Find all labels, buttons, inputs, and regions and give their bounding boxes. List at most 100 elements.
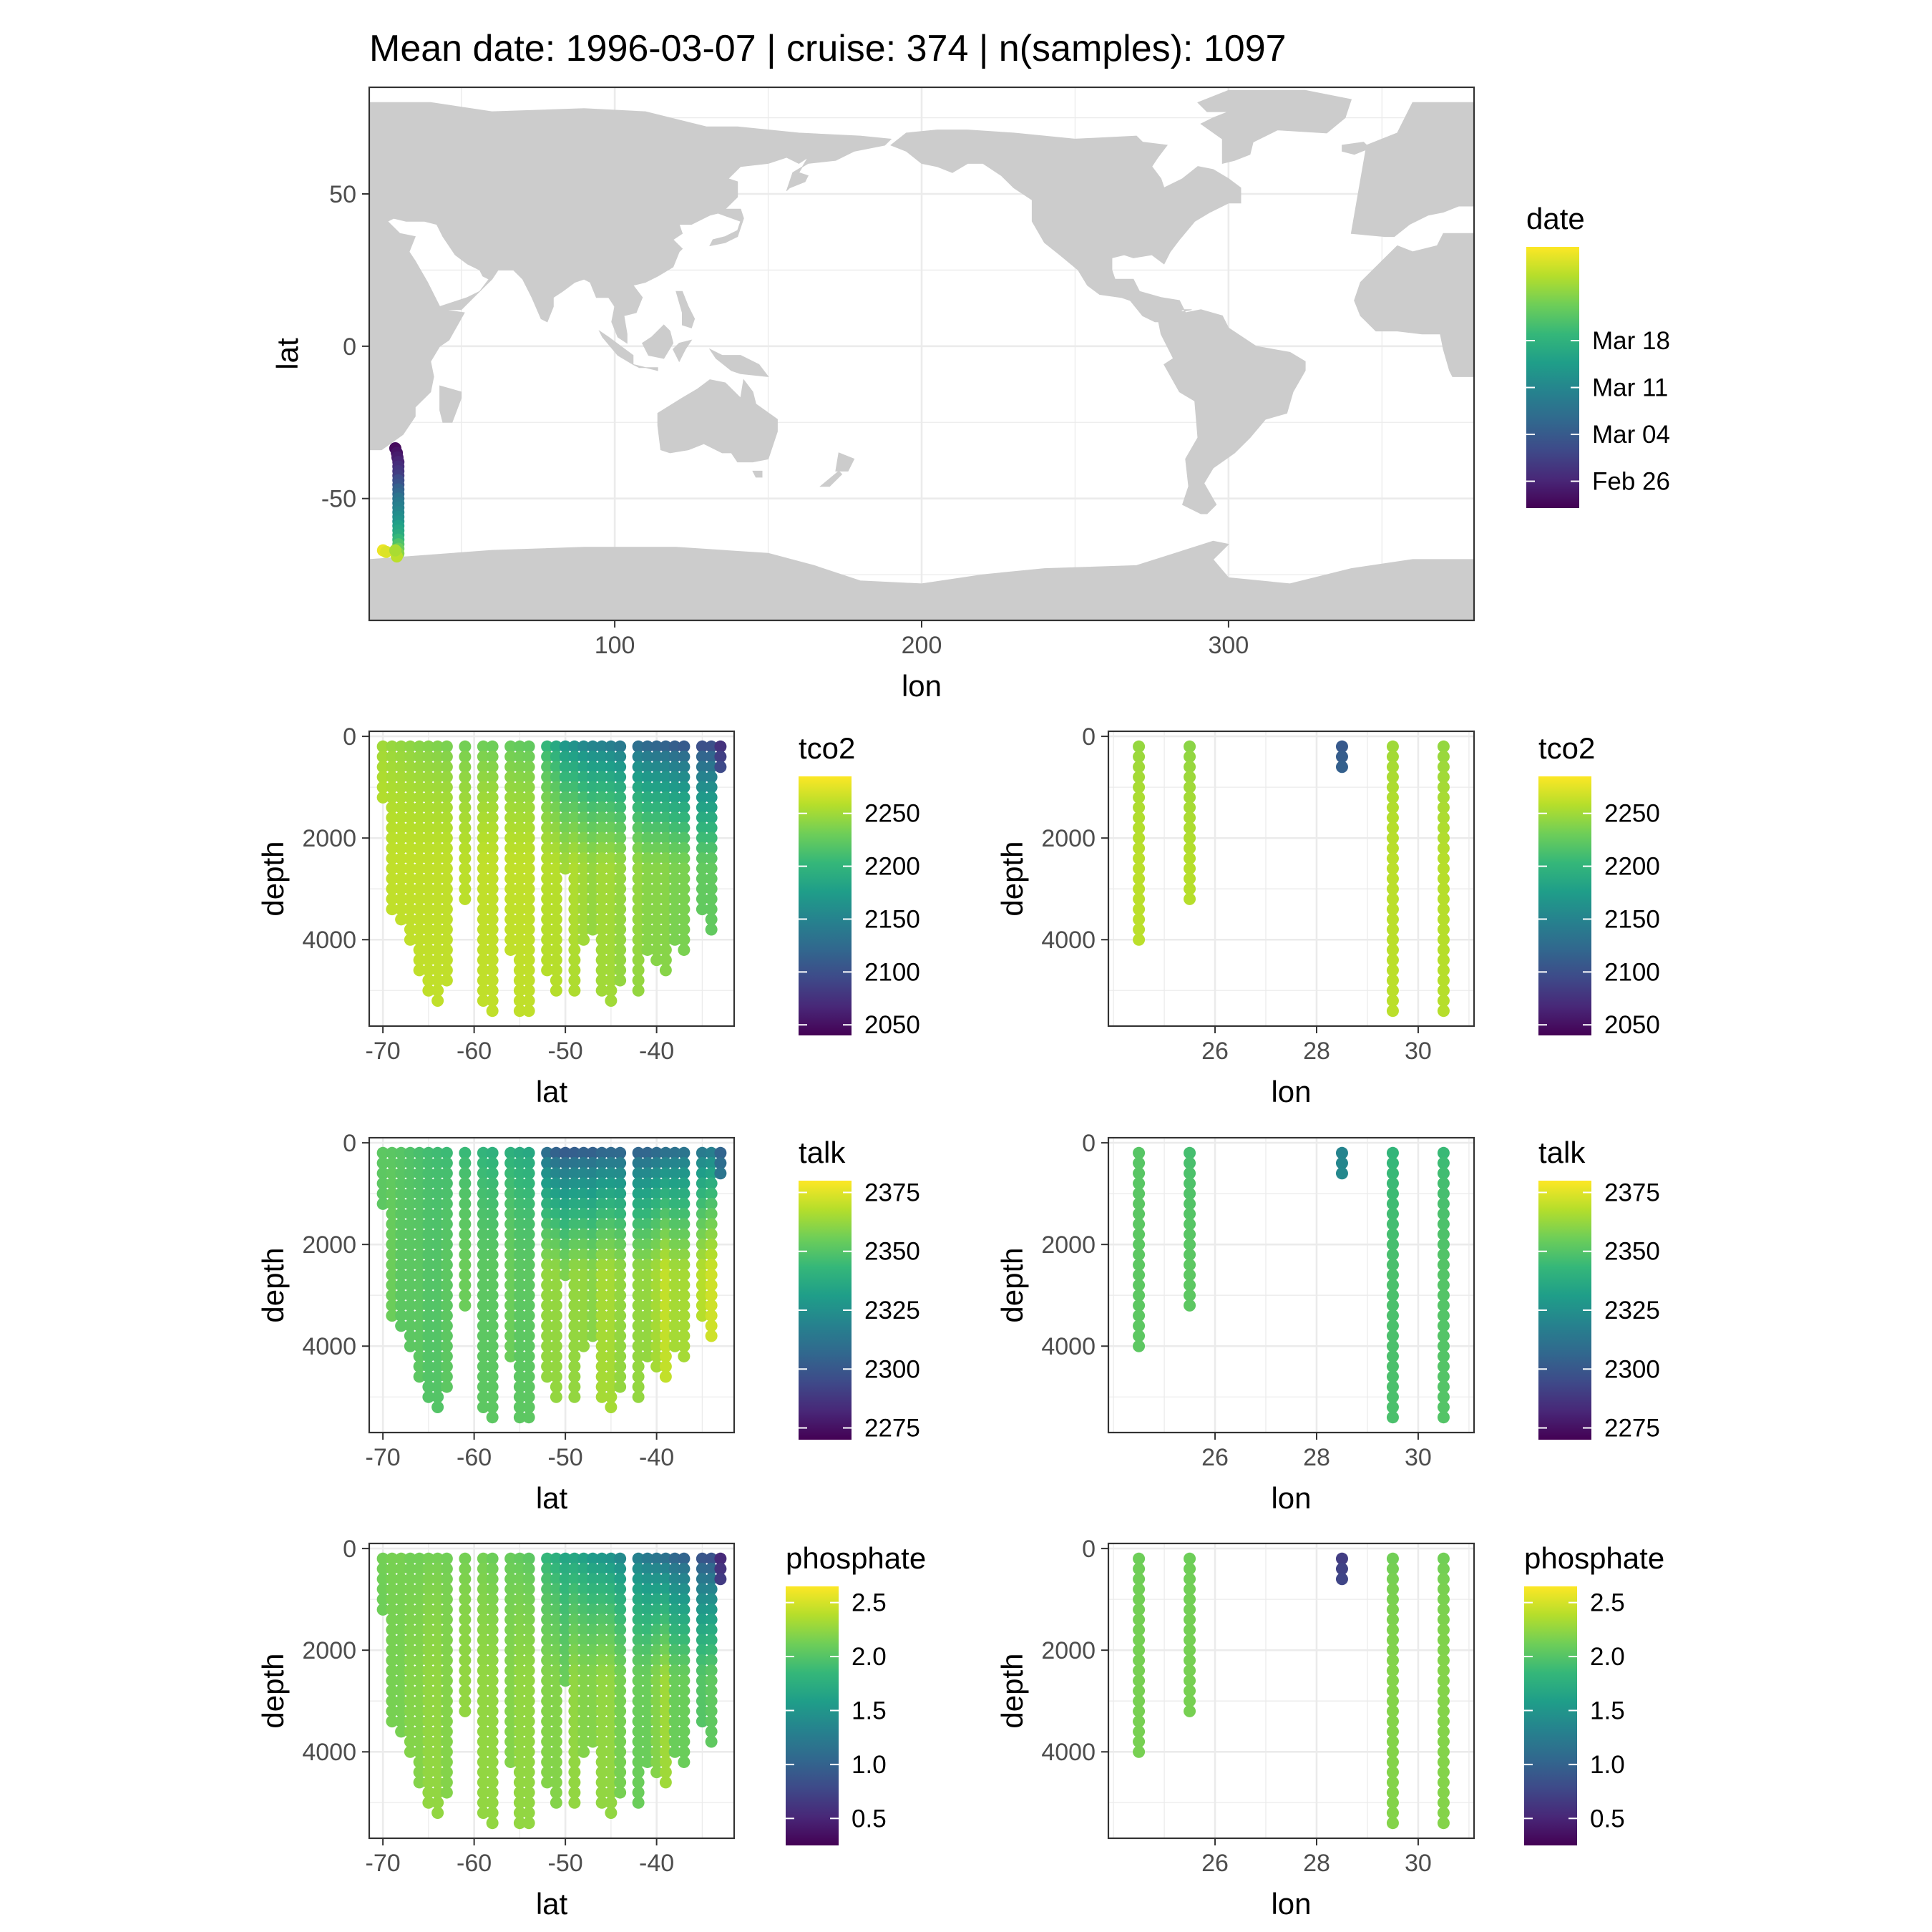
data-point	[559, 781, 572, 794]
data-point	[486, 791, 499, 804]
data-point	[650, 1289, 663, 1302]
data-point	[641, 1289, 654, 1302]
data-point	[659, 1279, 672, 1292]
data-point	[541, 1350, 554, 1362]
data-point	[486, 1380, 499, 1393]
x-tick-label: 28	[1303, 1850, 1330, 1877]
data-point	[459, 1694, 472, 1707]
data-point	[568, 1370, 581, 1383]
data-point	[395, 831, 408, 844]
data-point	[477, 1350, 489, 1362]
legend-tick-label: 2275	[864, 1415, 920, 1443]
data-point	[386, 862, 399, 875]
data-point	[513, 1735, 526, 1748]
data-point	[678, 1177, 691, 1190]
data-point	[559, 1177, 572, 1190]
data-point	[586, 1197, 599, 1210]
data-point	[413, 1146, 426, 1159]
data-point	[440, 872, 453, 885]
data-point	[440, 892, 453, 905]
data-point	[431, 1694, 444, 1707]
data-point	[605, 913, 618, 926]
data-point	[614, 964, 627, 977]
data-point	[605, 1664, 618, 1677]
data-point	[586, 1593, 599, 1606]
data-point	[395, 740, 408, 753]
data-point	[1386, 1817, 1399, 1830]
data-point	[1437, 1552, 1450, 1565]
data-point	[696, 1197, 708, 1210]
data-point	[404, 1340, 416, 1352]
data-point	[1386, 1583, 1399, 1596]
data-point	[1386, 740, 1399, 753]
data-point	[422, 1157, 435, 1170]
data-point	[477, 1745, 489, 1758]
data-point	[650, 1360, 663, 1373]
data-point	[650, 1634, 663, 1646]
data-point	[1184, 1634, 1196, 1646]
data-point	[568, 1776, 581, 1789]
data-point	[668, 852, 681, 865]
data-point	[641, 1340, 654, 1352]
data-point	[568, 1786, 581, 1799]
data-point	[714, 1167, 727, 1180]
data-point	[541, 740, 554, 753]
data-point	[1437, 923, 1450, 936]
y-tick-label: 4000	[1041, 927, 1096, 954]
data-point	[1133, 841, 1146, 854]
data-point	[641, 1725, 654, 1738]
data-point	[559, 1674, 572, 1687]
data-point	[550, 933, 562, 946]
y-tick-label: 0	[343, 723, 356, 751]
data-point	[1133, 1299, 1146, 1312]
data-point	[1386, 862, 1399, 875]
y-axis-title: depth	[995, 841, 1029, 916]
land-polygon	[1342, 142, 1371, 155]
data-point	[559, 1573, 572, 1586]
data-point	[1133, 1694, 1146, 1707]
data-point	[614, 1380, 627, 1393]
data-point	[431, 1146, 444, 1159]
data-point	[522, 1614, 535, 1626]
data-point	[577, 1279, 590, 1292]
data-point	[395, 781, 408, 794]
data-point	[605, 1208, 618, 1221]
y-tick-label: 2000	[302, 825, 356, 852]
data-point	[577, 933, 590, 946]
data-point	[605, 791, 618, 804]
data-point	[459, 1289, 472, 1302]
data-point	[595, 761, 608, 774]
data-point	[668, 831, 681, 844]
data-point	[440, 1197, 453, 1210]
data-point	[477, 1654, 489, 1667]
data-point	[422, 882, 435, 895]
data-point	[1437, 751, 1450, 763]
data-point	[504, 1146, 517, 1159]
data-point	[522, 1390, 535, 1403]
data-point	[1437, 1684, 1450, 1697]
data-point	[678, 1735, 691, 1748]
data-point	[1386, 791, 1399, 804]
data-point	[1133, 862, 1146, 875]
data-point	[668, 771, 681, 784]
data-point	[641, 1603, 654, 1616]
data-point	[413, 751, 426, 763]
data-point	[659, 882, 672, 895]
y-tick-label: 4000	[302, 1739, 356, 1766]
data-point	[577, 1664, 590, 1677]
data-point	[404, 872, 416, 885]
data-point	[705, 1725, 718, 1738]
data-point	[504, 1177, 517, 1190]
data-point	[1437, 974, 1450, 987]
data-point	[678, 1350, 691, 1362]
data-point	[1437, 1146, 1450, 1159]
data-point	[413, 1614, 426, 1626]
data-point	[459, 831, 472, 844]
data-point	[440, 1228, 453, 1241]
data-point	[486, 1299, 499, 1312]
data-point	[422, 1654, 435, 1667]
data-point	[1386, 1309, 1399, 1322]
data-point	[577, 740, 590, 753]
data-point	[668, 801, 681, 814]
data-point	[422, 913, 435, 926]
